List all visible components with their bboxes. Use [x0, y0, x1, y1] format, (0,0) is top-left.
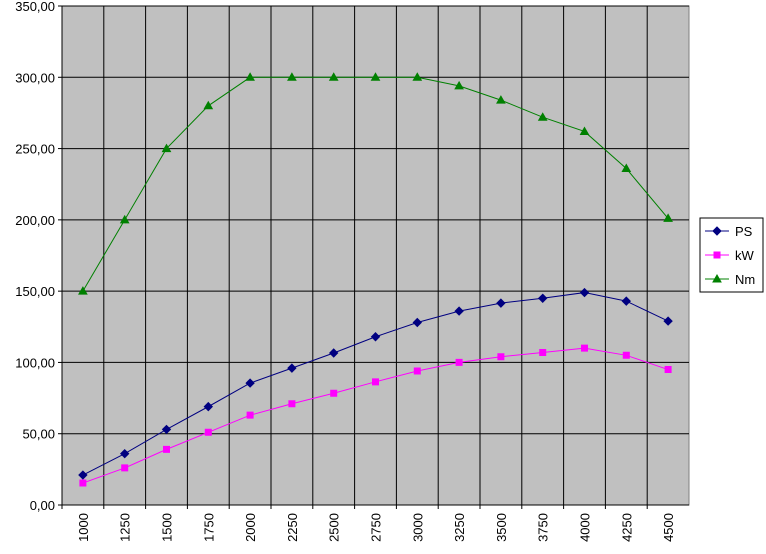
x-tick-label: 1750 [201, 513, 216, 542]
data-point [78, 470, 88, 480]
legend-label: Nm [735, 272, 755, 287]
x-tick-label: 4500 [661, 513, 676, 542]
data-point [370, 72, 381, 81]
y-tick-label: 100,00 [15, 355, 55, 370]
data-point [245, 378, 255, 388]
legend-marker [712, 273, 722, 283]
data-point [537, 293, 548, 303]
legend-marker [712, 226, 722, 236]
x-tick-label: 2250 [285, 513, 300, 542]
data-point [79, 479, 87, 487]
data-point [287, 363, 297, 373]
x-tick-label: 2500 [327, 513, 342, 542]
y-tick-label: 0,00 [30, 498, 55, 513]
x-tick-label: 1000 [76, 513, 91, 542]
data-point [663, 316, 673, 326]
x-tick-label: 1250 [118, 513, 133, 542]
data-point [413, 367, 421, 375]
data-point [372, 378, 379, 386]
data-point [579, 287, 590, 298]
data-point [161, 143, 172, 153]
data-point [245, 72, 255, 81]
data-point [328, 72, 339, 81]
data-point [288, 400, 296, 408]
plot-area [61, 5, 690, 506]
data-point [287, 72, 297, 81]
y-tick-label: 150,00 [15, 284, 55, 299]
data-point [203, 401, 214, 412]
data-point [412, 317, 423, 328]
data-point [537, 112, 548, 121]
data-point [579, 126, 590, 135]
x-tick-label: 3500 [494, 513, 509, 542]
data-point [455, 358, 463, 366]
data-point [412, 72, 423, 81]
data-point [622, 351, 630, 359]
data-point [204, 428, 212, 436]
data-point [454, 80, 464, 90]
data-point [663, 213, 673, 222]
data-point [621, 296, 632, 306]
y-tick-label: 250,00 [15, 142, 55, 157]
data-point [621, 163, 632, 173]
data-point [78, 286, 88, 295]
x-tick-label: 3000 [410, 513, 425, 542]
data-point [119, 214, 130, 224]
y-tick-label: 200,00 [15, 213, 55, 228]
data-point [119, 448, 130, 459]
data-point [330, 389, 338, 397]
x-tick-label: 2750 [369, 513, 384, 542]
data-point [664, 366, 672, 374]
data-point [497, 353, 505, 361]
x-tick-label: 4000 [578, 513, 593, 542]
legend-label: PS [735, 224, 753, 239]
x-tick-label: 4250 [619, 513, 634, 542]
x-tick-label: 1500 [160, 513, 175, 542]
data-point [454, 306, 464, 316]
data-point [121, 464, 129, 472]
data-point [163, 445, 170, 453]
x-tick-label: 3250 [452, 513, 467, 542]
data-point [161, 424, 172, 435]
legend-marker [713, 251, 721, 259]
data-point [328, 348, 339, 358]
data-point [370, 332, 381, 342]
data-point [246, 411, 254, 419]
y-tick-label: 300,00 [15, 70, 55, 85]
data-point [496, 95, 506, 104]
data-point [203, 100, 214, 110]
data-point [539, 348, 547, 356]
y-tick-label: 50,00 [22, 427, 55, 442]
x-tick-label: 2000 [243, 513, 258, 542]
x-tick-label: 3750 [536, 513, 551, 542]
legend-label: kW [735, 248, 755, 263]
data-point [581, 344, 588, 352]
y-tick-label: 350,00 [15, 0, 55, 14]
data-point [496, 298, 506, 308]
